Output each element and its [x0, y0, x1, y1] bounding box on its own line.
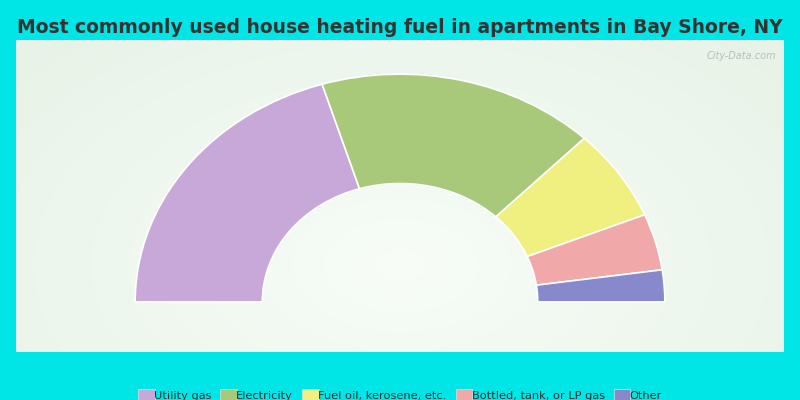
Text: City-Data.com: City-Data.com — [706, 51, 776, 61]
Wedge shape — [527, 215, 662, 285]
Legend: Utility gas, Electricity, Fuel oil, kerosene, etc., Bottled, tank, or LP gas, Ot: Utility gas, Electricity, Fuel oil, kero… — [134, 386, 666, 400]
Wedge shape — [322, 74, 584, 217]
Wedge shape — [496, 138, 645, 256]
Text: Most commonly used house heating fuel in apartments in Bay Shore, NY: Most commonly used house heating fuel in… — [17, 18, 783, 37]
Wedge shape — [135, 84, 359, 302]
Wedge shape — [536, 270, 665, 302]
